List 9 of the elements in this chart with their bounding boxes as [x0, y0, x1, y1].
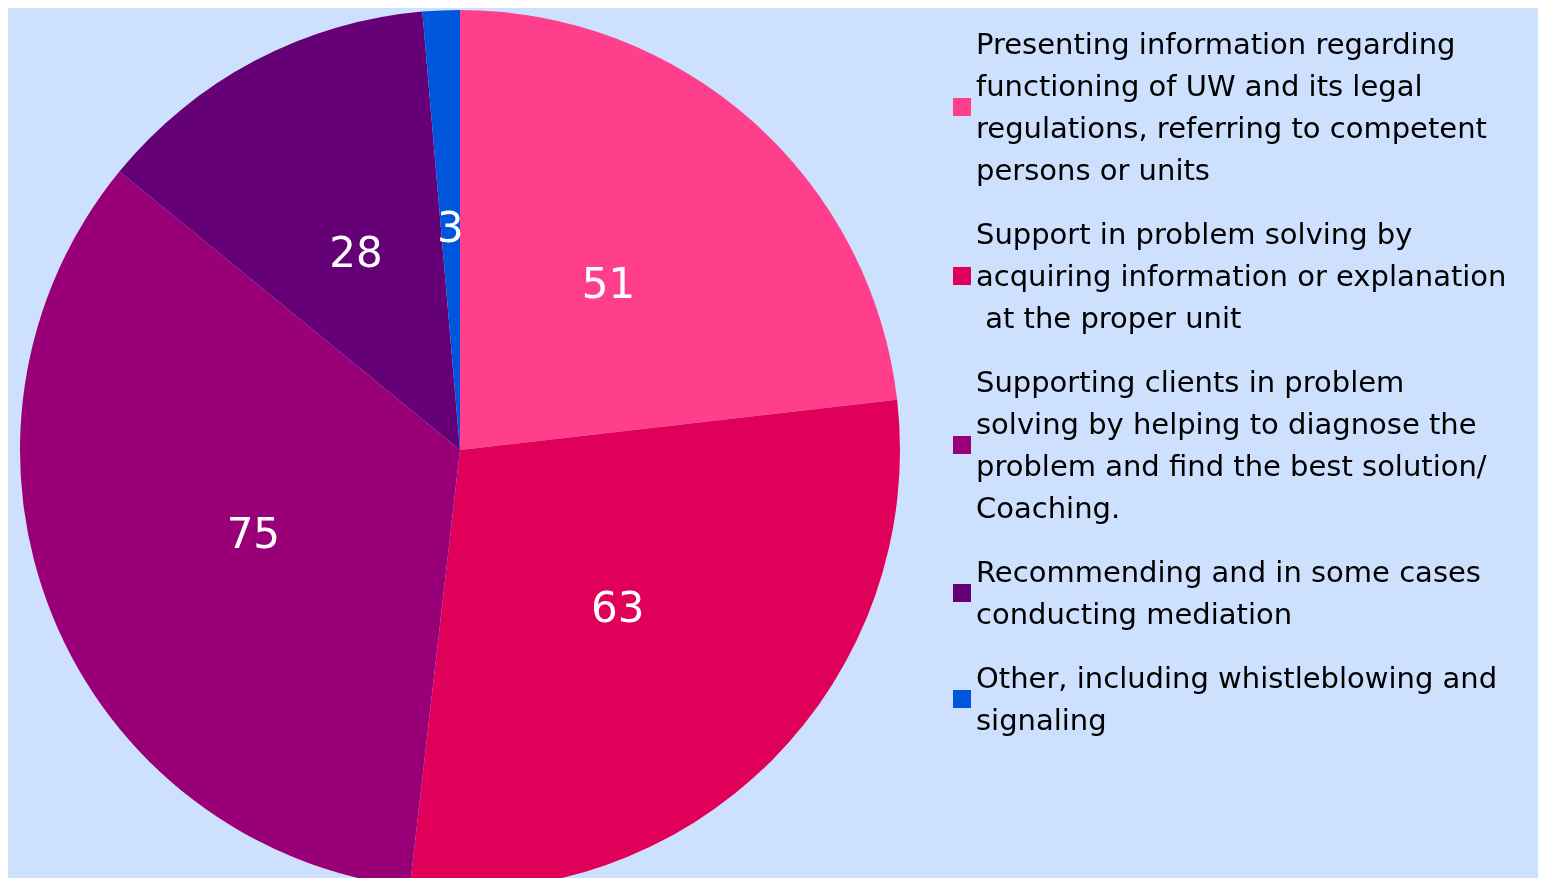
data-label: 75 [226, 509, 281, 559]
legend-label: Support in problem solving by acquiring information or explanation at the proper unit [976, 217, 1507, 335]
data-label: 28 [329, 228, 383, 278]
data-label: 51 [581, 259, 636, 309]
legend-label: Supporting clients in problem solving by helping to diagnose the problem and find the best solution/Coaching. [976, 365, 1487, 525]
data-label: 63 [590, 583, 645, 633]
legend-label: Recommending and in some cases conducting mediation [976, 555, 1491, 631]
legend-label: Presenting information regarding functioning of UW and its legal regulations, referring to competent persons or units [976, 27, 1497, 187]
legend-label: Other, including whistleblowing and signaling [976, 661, 1507, 737]
